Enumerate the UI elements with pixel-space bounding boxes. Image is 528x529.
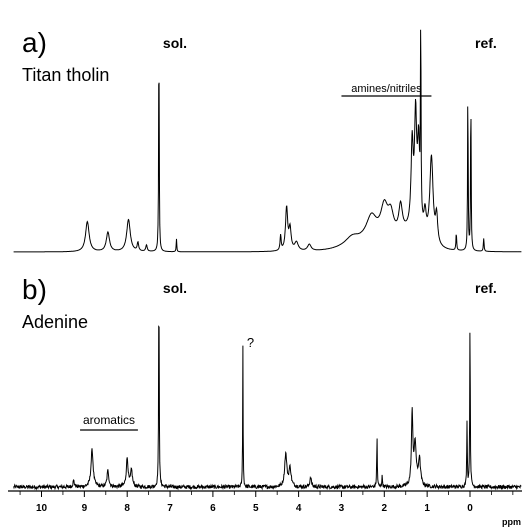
reference-label-a: ref. [475,35,497,51]
x-tick-label: 10 [36,503,48,514]
x-tick-label: 9 [82,503,88,514]
solvent-label-a: sol. [163,35,187,51]
x-tick-label: 1 [424,503,430,514]
panel-b-sample-label: Adenine [22,312,88,332]
annotation-aromatics: aromatics [83,413,135,427]
annotation-amines-nitriles: amines/nitriles [351,83,422,95]
panel-a-label: a) [22,27,47,58]
x-tick-label: 8 [124,503,130,514]
x-axis-label: ppm [502,517,521,527]
panel-a: a) Titan tholin sol. ref. amines/nitrile… [13,27,522,253]
x-axis: 10 9 8 7 6 5 4 3 2 1 0 ppm [8,490,522,527]
x-tick-label: 2 [382,503,388,514]
spectrum-line-a [13,29,522,253]
panel-b: b) Adenine sol. ref. aromatics ? [13,274,522,491]
x-tick-label: 6 [210,503,216,514]
x-tick-label: 5 [253,503,259,514]
spectrum-line-b [13,325,522,491]
x-tick-label: 0 [467,503,473,514]
x-tick-label: 3 [339,503,345,514]
reference-label-b: ref. [475,280,497,296]
x-tick-label: 7 [167,503,173,514]
panel-b-label: b) [22,274,47,305]
panel-a-sample-label: Titan tholin [22,65,109,85]
x-axis-ticks: 10 9 8 7 6 5 4 3 2 1 0 [19,491,514,514]
x-tick-label: 4 [296,503,302,514]
solvent-label-b: sol. [163,280,187,296]
annotation-question-mark: ? [247,335,254,350]
